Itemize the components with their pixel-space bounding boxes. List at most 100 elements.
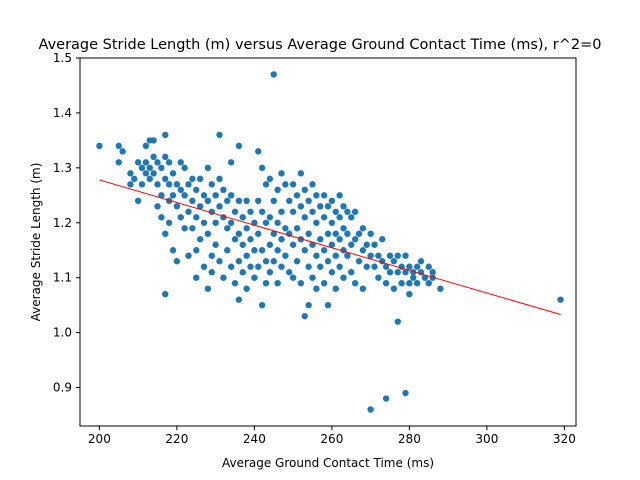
data-point [305,230,312,237]
data-point [278,170,285,177]
data-point [320,192,328,199]
y-axis-ticks: 0.9 1.0 1.1 1.2 1.3 1.4 1.5 [53,51,80,395]
data-point [382,395,390,402]
data-point [289,241,297,248]
data-point [162,153,169,161]
data-point [193,274,200,281]
data-point [224,197,231,205]
data-point [324,258,332,265]
data-point [96,142,103,150]
data-point [324,230,332,237]
data-point [274,247,281,254]
data-point [239,269,246,276]
data-point [293,225,301,232]
data-point [309,274,316,281]
data-point [301,214,308,221]
data-point [429,269,436,276]
data-point [193,247,200,254]
data-point [115,159,122,166]
data-point [204,164,212,172]
data-point [278,236,285,243]
data-point [200,192,208,199]
data-point [134,197,142,205]
data-point [196,203,204,210]
data-point [200,263,208,270]
data-point [255,263,262,270]
data-point [332,230,339,237]
data-point [313,192,320,199]
data-point [165,219,173,226]
data-point [437,285,444,292]
data-point [336,214,343,221]
data-point [305,263,312,270]
data-point [344,230,351,237]
data-point [243,252,250,259]
data-point [367,252,374,259]
data-point [243,285,250,292]
data-point [297,170,305,177]
data-point [278,263,285,270]
x-tick-label: 320 [553,432,576,446]
data-point [305,197,312,205]
data-point [301,312,308,320]
data-point [235,230,243,237]
data-point [371,241,378,248]
x-tick-label: 200 [88,432,111,446]
x-tick-label: 220 [165,432,188,446]
data-point [169,170,177,177]
data-point [227,263,235,270]
data-point [235,197,243,205]
data-point [375,252,382,259]
data-point [189,225,196,232]
data-point [286,197,293,205]
data-point [181,225,188,232]
data-point [390,258,398,265]
data-point [340,274,347,281]
data-point [320,214,328,221]
data-point [297,203,305,210]
data-point [301,186,308,194]
chart-title: Average Stride Length (m) versus Average… [39,37,602,53]
y-tick-label: 1.0 [53,326,72,340]
data-point [262,181,270,188]
data-point [266,269,274,276]
data-point [243,197,250,205]
data-point [355,258,363,265]
data-point [216,131,223,139]
y-tick-label: 0.9 [53,381,72,395]
data-point [328,219,336,226]
x-axis-label: Average Ground Contact Time (ms) [222,456,434,470]
data-point [204,285,212,292]
data-point [251,247,258,254]
data-point [212,219,219,226]
data-point [328,241,336,248]
data-point [177,214,184,221]
data-point [421,274,429,281]
data-point [119,148,126,155]
data-point [262,219,270,226]
data-point [196,236,204,243]
y-tick-label: 1.4 [53,106,72,120]
data-point [359,247,367,254]
data-point [351,208,359,215]
data-point [348,241,355,248]
data-point [258,208,266,215]
data-point [324,203,332,210]
data-point [127,170,134,177]
data-point [359,225,367,232]
data-point [324,301,332,309]
data-point [255,197,262,205]
data-point [413,263,421,270]
data-point [189,197,196,205]
data-point [266,175,274,183]
data-point [231,236,239,243]
data-point [332,252,339,259]
data-point [173,203,181,210]
data-point [317,236,324,243]
data-point [235,296,243,303]
data-point [367,406,374,413]
data-point [216,203,223,210]
data-point [193,214,200,221]
data-point [425,279,432,287]
data-point [394,269,401,276]
